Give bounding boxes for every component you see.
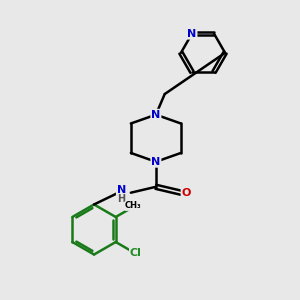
Text: Cl: Cl [130,248,142,258]
Text: CH₃: CH₃ [125,201,142,210]
Text: N: N [117,185,126,195]
Text: N: N [151,110,160,120]
Text: H: H [117,194,125,204]
Text: N: N [187,29,196,39]
Text: N: N [151,157,160,167]
Text: O: O [182,188,191,198]
